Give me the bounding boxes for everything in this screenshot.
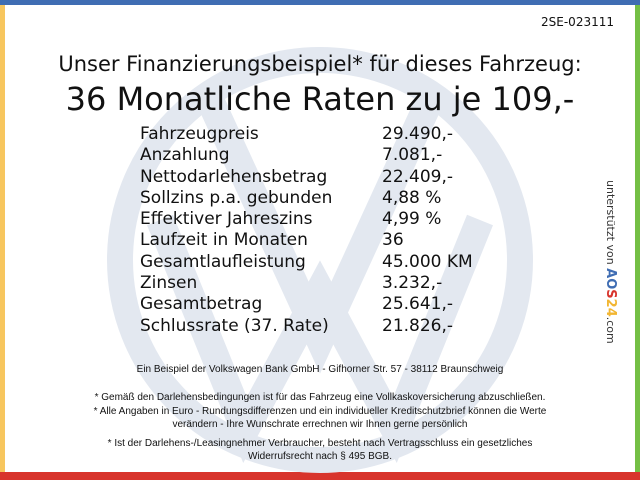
footnote-insurance: * Gemäß den Darlehensbedingungen ist für… [94,392,546,403]
footnote-euro-b: verändern - Ihre Wunschrate errechnen wi… [172,419,468,430]
supported-by-credit: unterstützt von AOS24.com [603,180,618,344]
row-value: 45.000 KM [382,251,473,272]
row-value: 25.641,- [382,294,454,315]
monthly-rate: 36 Monatliche Raten zu je 109,- [65,80,575,118]
row-label: Nettodarlehensbetrag [140,166,328,187]
top-border [0,0,640,5]
row-label: Gesamtbetrag [140,294,263,315]
row-value: 29.490,- [382,124,454,144]
footnote-withdrawal-b: Widerrufsrecht nach § 495 BGB. [248,451,392,462]
row-label: Laufzeit in Monaten [140,230,308,251]
logo-letter: O [603,278,618,290]
row-label: Schlussrate (37. Rate) [140,315,329,336]
right-border [635,5,640,472]
row-value: 4,99 % [382,209,442,230]
vw-logo-watermark [107,47,533,473]
row-label: Zinsen [140,273,198,294]
footnote-euro-a: * Alle Angaben in Euro - Rundungsdiffere… [93,406,547,417]
logo-letter: 24 [603,298,618,317]
row-value: 36 [382,230,404,251]
footnote-withdrawal-a: * Ist der Darlehens-/Leasingnehmer Verbr… [107,438,533,449]
row-label: Fahrzeugpreis [140,124,259,144]
row-label: Anzahlung [140,145,230,166]
row-value: 7.081,- [382,145,443,166]
row-value: 3.232,- [382,273,443,294]
aos24-logo: AOS24 [603,268,618,317]
logo-letter: A [603,268,618,279]
bottom-border [0,472,640,480]
bank-info: Ein Beispiel der Volkswagen Bank GmbH - … [136,364,504,375]
row-label: Gesamtlaufleistung [140,251,306,272]
row-value: 22.409,- [382,166,454,187]
left-border [0,5,5,472]
row-label: Effektiver Jahreszins [140,209,313,230]
headline: Unser Finanzierungsbeispiel* für dieses … [58,52,582,76]
row-value: 4,88 % [382,187,442,208]
row-label: Sollzins p.a. gebunden [140,187,333,208]
logo-letter: S [603,289,618,299]
row-value: 21.826,- [382,315,454,336]
vehicle-code: 2SE-023111 [541,15,614,29]
supported-by-text: unterstützt von [604,180,617,265]
domain-suffix: .com [604,316,617,344]
